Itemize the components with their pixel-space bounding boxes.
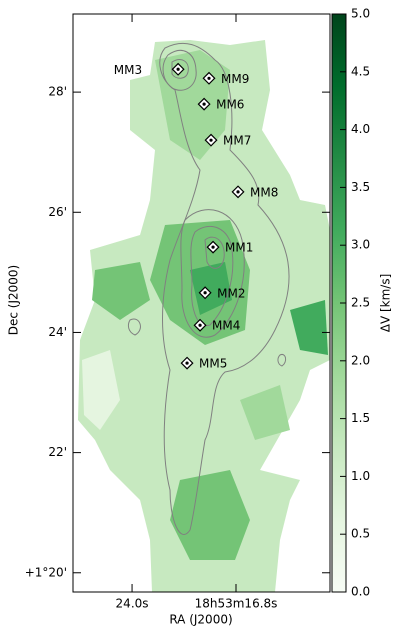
source-center <box>211 245 215 249</box>
plot-frame <box>72 13 331 593</box>
colorbar-tick-label: 2.5 <box>351 296 370 310</box>
source-label: MM1 <box>225 241 253 255</box>
contour <box>127 318 141 336</box>
colorbar-label: ΔV [km/s] <box>379 274 393 333</box>
colorbar-tick-label: 3.0 <box>351 238 370 252</box>
source-label: MM2 <box>217 286 245 300</box>
map-patch <box>92 262 150 320</box>
velocity-map <box>78 40 330 592</box>
map-patch <box>82 350 120 430</box>
source-label: MM7 <box>223 134 251 148</box>
y-tick-label: 28' <box>48 85 67 99</box>
contours <box>127 42 290 535</box>
colorbar-tick-label: 2.0 <box>351 353 370 367</box>
source-center <box>207 76 211 80</box>
source-center <box>176 67 180 71</box>
colorbar-tick-label: 1.5 <box>351 411 370 425</box>
contour <box>159 42 290 535</box>
source-center <box>236 190 240 194</box>
source-center <box>185 361 189 365</box>
colorbar-tick-label: 5.0 <box>351 7 370 21</box>
colorbar-tick-label: 1.0 <box>351 469 370 483</box>
map-patch <box>170 470 250 560</box>
colorbar-tick-label: 0.5 <box>351 527 370 541</box>
y-tick-label: 26' <box>48 205 67 219</box>
contour <box>204 236 225 269</box>
y-axis-label: Dec (J2000) <box>7 265 21 335</box>
contour <box>171 59 189 79</box>
source-label: MM8 <box>250 185 278 199</box>
source-center <box>203 291 207 295</box>
colorbar-tick-label: 3.5 <box>351 180 370 194</box>
y-tick-label: 24' <box>48 325 67 339</box>
colorbar-tick-label: 4.5 <box>351 64 370 78</box>
map-patch <box>190 262 232 315</box>
source-center <box>202 102 206 106</box>
source-label: MM4 <box>212 319 240 333</box>
x-tick-label: 24.0s <box>116 597 149 611</box>
contour <box>162 50 197 91</box>
map-patch <box>290 300 328 355</box>
colorbar-tick-label: 0.0 <box>351 585 370 599</box>
source-label: MM3 <box>114 63 142 77</box>
contour <box>277 353 287 367</box>
contour <box>180 209 245 338</box>
source-label: MM9 <box>221 72 249 86</box>
source-label: MM6 <box>216 98 244 112</box>
y-tick-label: 22' <box>48 445 67 459</box>
source-center <box>209 138 213 142</box>
x-axis-label: RA (J2000) <box>169 613 232 627</box>
contour <box>190 226 234 327</box>
source-center <box>198 323 202 327</box>
source-label: MM5 <box>199 357 227 371</box>
x-tick-label: 18h53m16.8s <box>195 597 278 611</box>
y-tick-label: +1°20' <box>25 565 67 579</box>
map-patch <box>240 385 290 440</box>
colorbar-tick-label: 4.0 <box>351 122 370 136</box>
